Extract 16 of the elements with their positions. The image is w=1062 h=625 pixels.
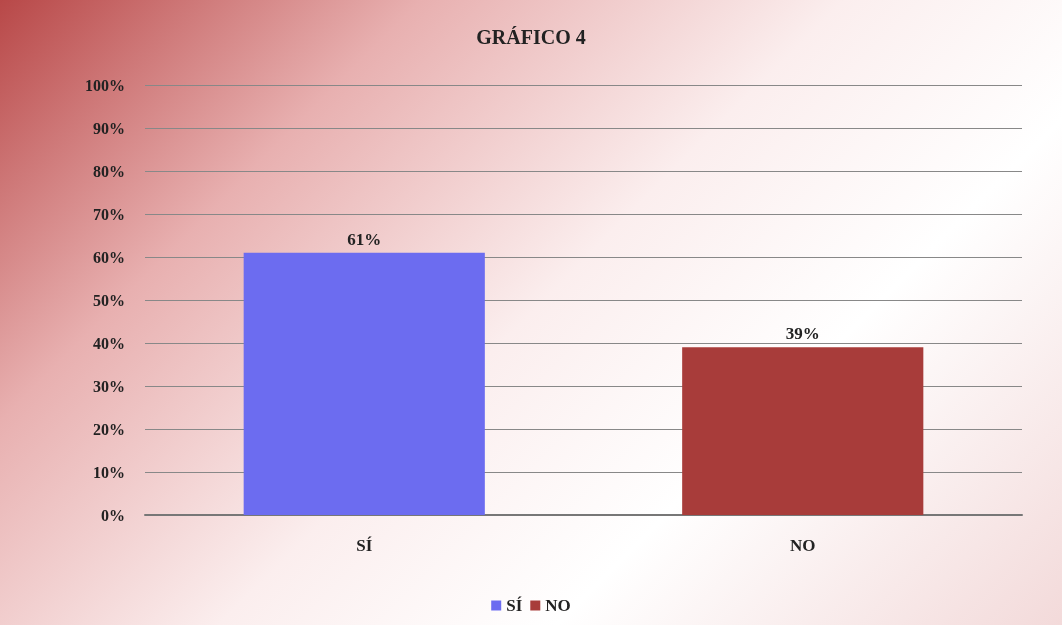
y-tick-label: 90%: [93, 119, 125, 137]
y-tick-label: 20%: [93, 420, 125, 438]
y-tick-label: 40%: [93, 334, 125, 352]
chart-title: GRÁFICO 4: [476, 26, 586, 48]
y-tick-label: 100%: [85, 76, 125, 94]
data-label: 39%: [785, 324, 820, 344]
y-tick-label: 30%: [93, 377, 125, 395]
y-tick-label: 80%: [93, 162, 125, 180]
y-tick-label: 10%: [93, 463, 125, 481]
y-tick-label: 70%: [93, 205, 125, 223]
y-tick-label: 60%: [93, 248, 125, 266]
legend-label: NO: [545, 596, 571, 615]
y-tick-label: 0%: [101, 506, 125, 524]
y-tick-label: 50%: [93, 291, 125, 309]
data-label: 61%: [347, 229, 382, 249]
legend-label: SÍ: [506, 596, 523, 615]
